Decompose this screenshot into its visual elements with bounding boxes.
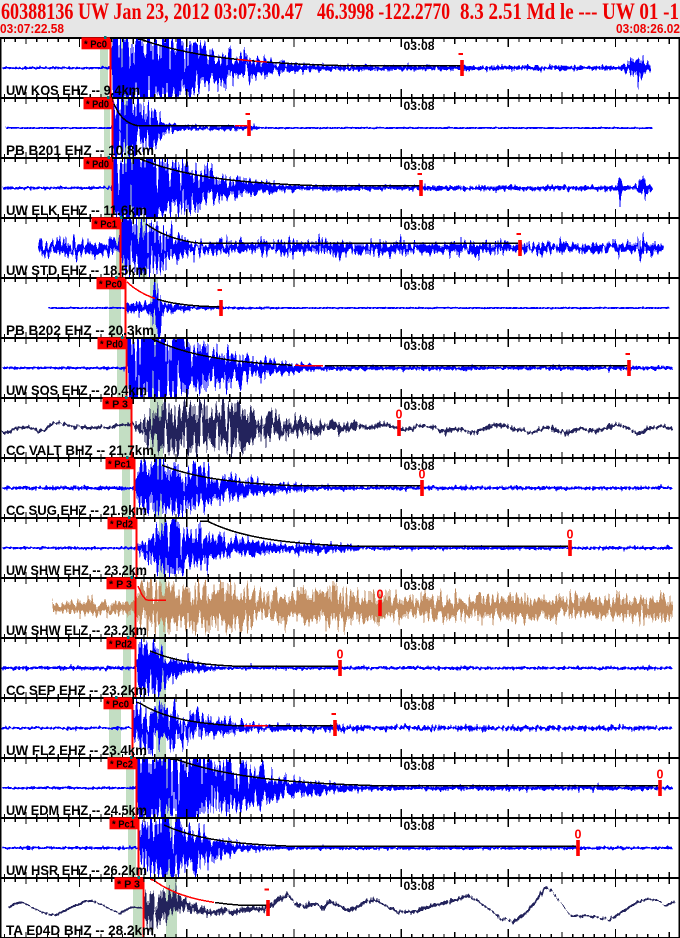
svg-text:* Pc1: * Pc1 [112, 818, 135, 830]
svg-text:60388136 UW Jan 23, 2012 03:07: 60388136 UW Jan 23, 2012 03:07:30.47 [1, 0, 303, 24]
svg-text:0: 0 [396, 408, 403, 422]
svg-text:UW SOS EHZ -- 20.4km: UW SOS EHZ -- 20.4km [6, 383, 147, 398]
svg-text:03:08: 03:08 [404, 161, 436, 173]
svg-text:03:08: 03:08 [404, 821, 436, 833]
svg-text:UW KOS EHZ -- 9.4km: UW KOS EHZ -- 9.4km [6, 83, 140, 98]
svg-text:03:08: 03:08 [404, 41, 436, 53]
svg-text:03:08: 03:08 [404, 461, 436, 473]
svg-text:CC SUG EHZ -- 21.9km: CC SUG EHZ -- 21.9km [6, 503, 147, 518]
svg-text:* Pc2: * Pc2 [110, 758, 133, 770]
svg-text:UW STD EHZ -- 18.5km: UW STD EHZ -- 18.5km [6, 263, 147, 278]
svg-text:8.3 2.51 Md le --- UW 01 -1: 8.3 2.51 Md le --- UW 01 -1 [460, 0, 679, 24]
svg-text:0: 0 [337, 648, 344, 662]
svg-text:* P 3: * P 3 [117, 878, 140, 890]
svg-text:03:08: 03:08 [404, 701, 436, 713]
svg-text:UW ELK EHZ -- 11.6km: UW ELK EHZ -- 11.6km [6, 203, 147, 218]
svg-text:03:08: 03:08 [404, 521, 436, 533]
svg-text:* Pd0: * Pd0 [86, 158, 109, 170]
svg-text:PB B201 EHZ -- 10.8km: PB B201 EHZ -- 10.8km [6, 143, 154, 158]
svg-text:* P 3: * P 3 [109, 578, 132, 590]
svg-text:PB B202 EHZ -- 20.3km: PB B202 EHZ -- 20.3km [6, 323, 154, 338]
svg-text:UW FL2 EHZ -- 23.4km: UW FL2 EHZ -- 23.4km [6, 743, 147, 758]
svg-text:* P 3: * P 3 [105, 398, 128, 410]
svg-text:0: 0 [657, 768, 664, 782]
svg-text:UW SHW EHZ -- 23.2km: UW SHW EHZ -- 23.2km [6, 563, 147, 578]
svg-text:UW HSR EHZ -- 26.2km: UW HSR EHZ -- 26.2km [6, 863, 147, 878]
svg-text:* Pc0: * Pc0 [99, 278, 122, 290]
svg-text:* Pc0: * Pc0 [106, 698, 129, 710]
svg-text:CC VALT BHZ -- 21.7km: CC VALT BHZ -- 21.7km [6, 443, 154, 458]
svg-text:03:08: 03:08 [404, 761, 436, 773]
svg-text:* Pc1: * Pc1 [108, 458, 131, 470]
svg-text:* Pd2: * Pd2 [110, 518, 133, 530]
svg-text:* Pc0: * Pc0 [84, 38, 107, 50]
svg-text:* Pd0: * Pd0 [100, 338, 123, 350]
svg-text:0: 0 [575, 828, 582, 842]
svg-text:03:08: 03:08 [404, 221, 436, 233]
svg-text:* Pd2: * Pd2 [109, 638, 132, 650]
svg-text:0: 0 [377, 588, 384, 602]
svg-text:03:08: 03:08 [404, 401, 436, 413]
svg-text:03:08: 03:08 [404, 101, 436, 113]
svg-text:0: 0 [419, 468, 426, 482]
svg-text:UW EDM EHZ -- 24.5km: UW EDM EHZ -- 24.5km [6, 803, 147, 818]
svg-text:UW SHW ELZ -- 23.2km: UW SHW ELZ -- 23.2km [6, 623, 147, 638]
svg-text:TA E04D BHZ -- 28.2km: TA E04D BHZ -- 28.2km [6, 923, 154, 938]
svg-text:* Pc1: * Pc1 [94, 218, 117, 230]
svg-text:0: 0 [567, 528, 574, 542]
svg-text:46.3998 -122.2770: 46.3998 -122.2770 [317, 0, 450, 24]
svg-text:03:07:22.58: 03:07:22.58 [0, 22, 64, 36]
svg-text:CC SEP EHZ -- 23.2km: CC SEP EHZ -- 23.2km [6, 683, 147, 698]
svg-text:* Pd0: * Pd0 [86, 98, 109, 110]
svg-text:03:08: 03:08 [404, 341, 436, 353]
svg-text:03:08: 03:08 [404, 581, 436, 593]
svg-text:03:08:26.02: 03:08:26.02 [616, 22, 680, 36]
svg-text:03:08: 03:08 [404, 641, 436, 653]
svg-text:03:08: 03:08 [404, 281, 436, 293]
svg-text:03:08: 03:08 [404, 881, 436, 893]
